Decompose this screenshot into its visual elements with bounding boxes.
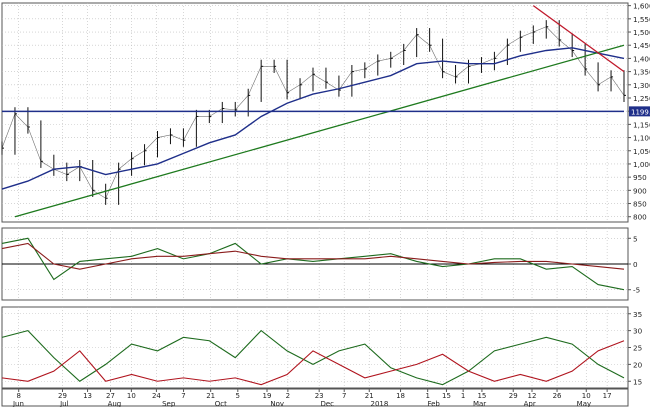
y-tick-label: 20	[633, 360, 643, 369]
y-tick-label: 1,150	[633, 120, 650, 129]
panel-directional: 35 30 25 20 15	[1, 306, 643, 389]
y-tick-label: 1,450	[633, 41, 650, 50]
x-month-label: May	[577, 400, 591, 407]
y-tick-label: 800	[633, 213, 647, 222]
x-axis: 8 29 13 27 10 24 7 21 5 19 2 23 7 21 18 1 15 1 15 29 12 26 10 1…	[1, 388, 629, 408]
y-tick-label: 1,550	[633, 15, 650, 24]
y-tick-label: 1,000	[633, 160, 650, 169]
oscillator-signal-line	[1, 242, 625, 270]
directional-minus-line	[1, 340, 625, 386]
y-tick-label: 1,100	[633, 134, 650, 143]
x-day-label: 29	[58, 392, 67, 400]
x-axis-frame	[1, 388, 629, 407]
x-day-label: 23	[315, 392, 324, 400]
x-day-label: 27	[106, 392, 115, 400]
x-day-label: 1	[425, 392, 429, 400]
x-day-label: 1	[461, 392, 465, 400]
last-value-badge	[629, 106, 650, 117]
x-month-label: Feb	[427, 400, 440, 407]
y-tick-label: 0	[633, 260, 638, 269]
x-month-label: Jun	[12, 400, 24, 407]
x-day-label: 15	[442, 392, 451, 400]
y-tick-label: 950	[633, 173, 647, 182]
x-day-label: 21	[365, 392, 374, 400]
x-month-label: Sep	[162, 400, 176, 407]
y-tick-label: 1,600	[633, 2, 650, 11]
x-day-label: 18	[396, 392, 405, 400]
y-tick-label: 1,350	[633, 68, 650, 77]
y-tick-label: 1,250	[633, 94, 650, 103]
panel-frame	[1, 2, 629, 223]
x-day-label: 10	[582, 392, 591, 400]
moving-average-line	[1, 47, 625, 190]
y-tick-label: 30	[633, 327, 643, 336]
y-tick-label: 25	[633, 344, 642, 353]
y-tick-label: 850	[633, 200, 647, 209]
x-month-label: Nov	[270, 400, 284, 407]
x-day-label: 26	[553, 392, 562, 400]
y-tick-label: -5	[633, 286, 640, 295]
y-tick-label: 1,300	[633, 81, 650, 90]
support-trendline	[14, 44, 625, 218]
y-tick-label: 15	[633, 377, 642, 386]
x-day-label: 8	[16, 392, 20, 400]
y-tick-label: 35	[633, 310, 642, 319]
panel-oscillator: 5 0 -5	[1, 227, 640, 301]
x-month-label: 2018	[371, 400, 389, 407]
x-month-label: Oct	[215, 400, 227, 407]
x-day-label: 10	[127, 392, 136, 400]
y-tick-label: 900	[633, 186, 647, 195]
x-day-label: 29	[509, 392, 518, 400]
y-tick-label: 1,400	[633, 54, 650, 63]
x-day-label: 21	[206, 392, 215, 400]
x-day-label: 5	[236, 392, 240, 400]
x-day-label: 7	[342, 392, 346, 400]
oscillator-fast-line	[1, 237, 625, 291]
x-month-label: Dec	[320, 400, 334, 407]
y-tick-label: 1,500	[633, 28, 650, 37]
x-month-label: Apr	[524, 400, 536, 407]
x-day-label: 19	[263, 392, 272, 400]
x-day-label: 17	[603, 392, 612, 400]
x-day-label: 13	[83, 392, 92, 400]
y-tick-label: 1,050	[633, 147, 650, 156]
x-month-label: Mar	[473, 400, 486, 407]
directional-plus-line	[1, 329, 625, 386]
price-bars-line	[1, 26, 625, 199]
resistance-trendline	[532, 5, 625, 73]
last-value-label: 1199.3	[631, 108, 650, 116]
y-tick-label: 5	[633, 234, 638, 243]
x-day-label: 7	[181, 392, 185, 400]
x-day-label: 24	[152, 392, 161, 400]
panel-price: 8008509009501,0001,0501,1001,1501,2001,2…	[1, 2, 650, 223]
x-day-label: 15	[477, 392, 486, 400]
x-month-label: Jul	[59, 400, 69, 407]
x-day-label: 2	[286, 392, 290, 400]
x-day-label: 12	[528, 392, 537, 400]
x-month-label: Aug	[108, 400, 122, 407]
